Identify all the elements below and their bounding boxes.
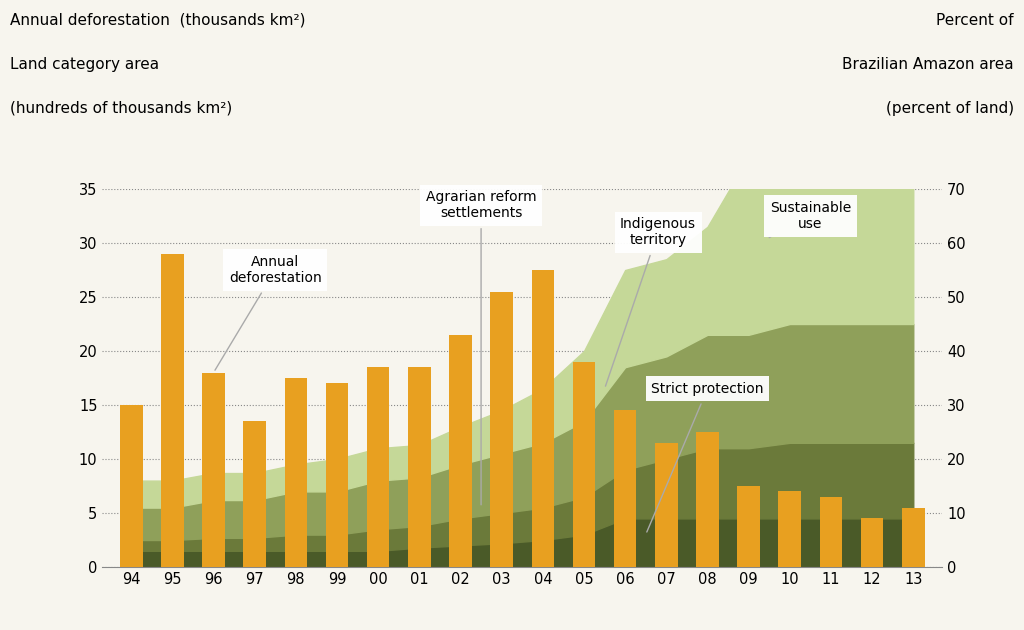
Text: Brazilian Amazon area: Brazilian Amazon area	[842, 57, 1014, 72]
Text: (percent of land): (percent of land)	[886, 101, 1014, 116]
Bar	[450, 335, 472, 567]
Text: Land category area: Land category area	[10, 57, 160, 72]
Text: Agrarian reform
settlements: Agrarian reform settlements	[426, 190, 537, 505]
Bar	[902, 508, 925, 567]
Bar	[367, 367, 389, 567]
Bar	[613, 410, 637, 567]
Text: Sustainable
use: Sustainable use	[769, 201, 851, 238]
Text: (hundreds of thousands km²): (hundreds of thousands km²)	[10, 101, 232, 116]
Bar	[326, 384, 348, 567]
Bar	[408, 367, 431, 567]
Text: Percent of: Percent of	[936, 13, 1014, 28]
Bar	[861, 518, 884, 567]
Bar	[778, 491, 801, 567]
Bar	[819, 497, 843, 567]
Text: Annual
deforestation: Annual deforestation	[215, 255, 322, 370]
Bar	[531, 270, 554, 567]
Bar	[572, 362, 595, 567]
Bar	[161, 254, 183, 567]
Bar	[120, 405, 142, 567]
Bar	[285, 378, 307, 567]
Bar	[737, 486, 760, 567]
Bar	[655, 443, 678, 567]
Text: Annual deforestation  (thousands km²): Annual deforestation (thousands km²)	[10, 13, 306, 28]
Text: Indigenous
territory: Indigenous territory	[605, 217, 696, 386]
Bar	[244, 421, 266, 567]
Bar	[490, 292, 513, 567]
Bar	[696, 432, 719, 567]
Text: Strict protection: Strict protection	[647, 382, 764, 532]
Bar	[202, 372, 225, 567]
